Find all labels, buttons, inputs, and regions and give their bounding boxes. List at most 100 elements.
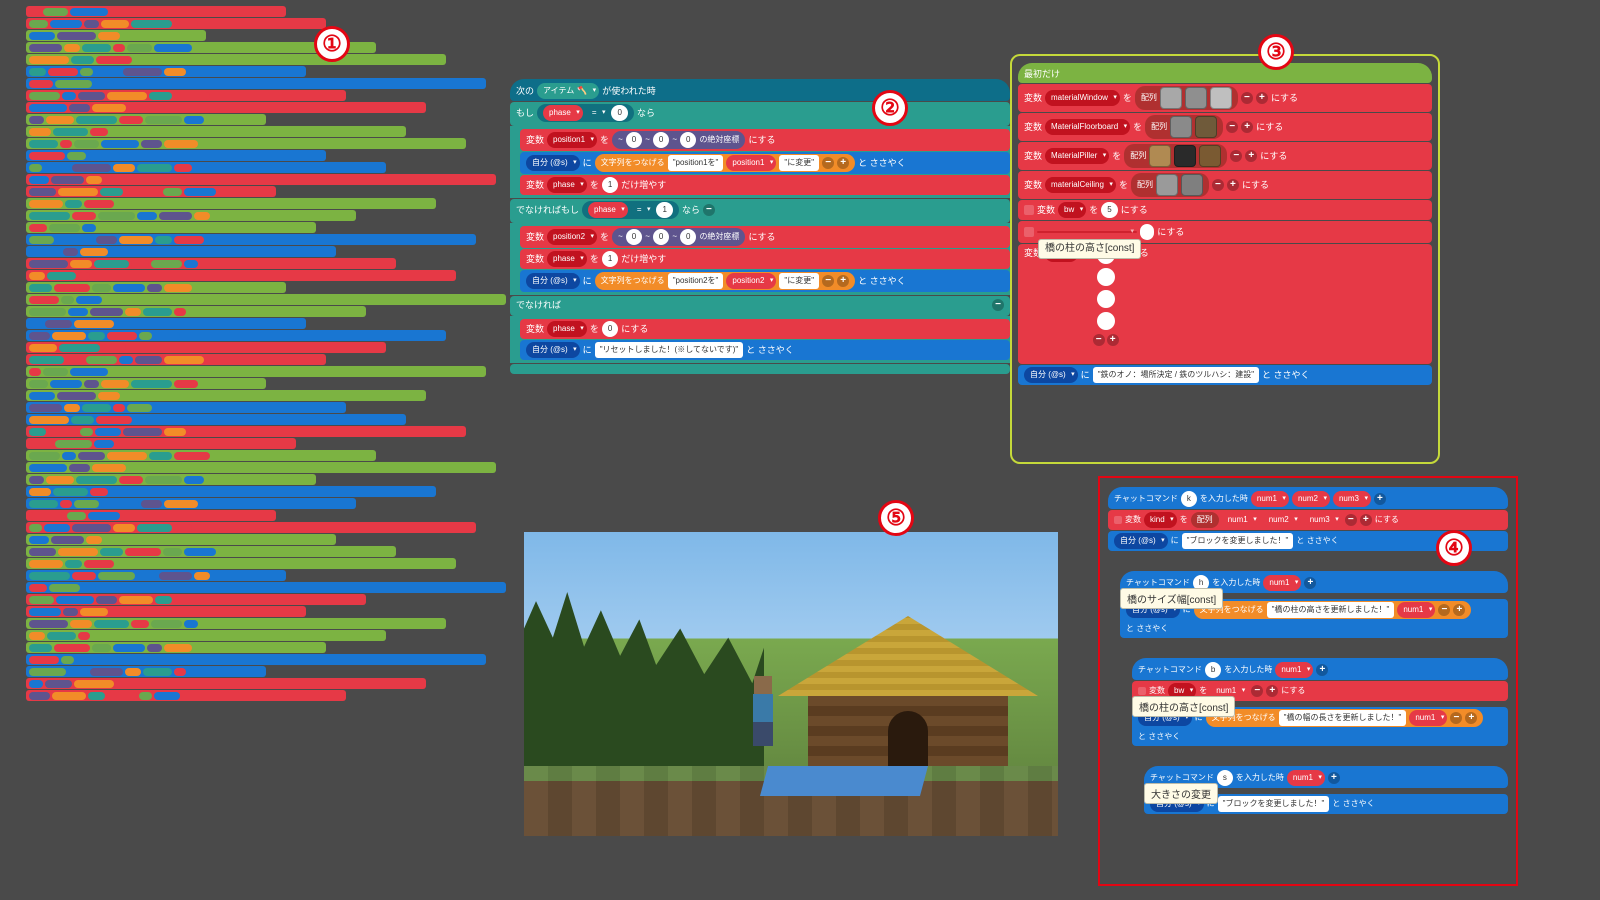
code-row[interactable] [26,498,356,509]
minus-icon[interactable]: − [1230,150,1242,162]
code-row[interactable] [26,426,466,437]
code-row[interactable] [26,594,366,605]
code-row[interactable] [26,162,386,173]
set-MaterialPiller[interactable]: 変数MaterialPillerを配列 −+にする [1018,142,1432,170]
comment-icon[interactable] [1024,205,1034,215]
code-row[interactable] [26,294,506,305]
code-row[interactable] [26,282,286,293]
code-row[interactable] [26,450,376,461]
panel2-code-stack[interactable]: 次の アイテム 🪓 が使われた時 もし phase = 0 なら 変数 posi… [510,78,1010,375]
code-row[interactable] [26,630,386,641]
code-row[interactable] [26,414,406,425]
minus-icon[interactable]: − [992,299,1004,311]
block-swatch[interactable] [1195,116,1217,138]
code-row[interactable] [26,78,486,89]
minus-icon[interactable]: − [1226,121,1238,133]
var-dropdown[interactable]: materialWindow [1045,90,1120,106]
var-dropdown[interactable]: MaterialPiller [1045,148,1109,164]
plus-icon[interactable]: + [1241,121,1253,133]
plus-icon[interactable]: + [1328,772,1340,784]
code-row[interactable] [26,150,326,161]
code-row[interactable] [26,486,436,497]
code-row[interactable] [26,474,316,485]
var-phase[interactable]: phase [543,105,583,121]
event-hat-item-used[interactable]: 次の アイテム 🪓 が使われた時 [510,79,1010,101]
code-row[interactable] [26,618,446,629]
code-row[interactable] [26,198,436,209]
whisper-instructions[interactable]: 自分 (@s) に "鉄のオノ：場所決定 / 鉄のツルハシ：建設" と ささやく [1018,365,1432,385]
code-row[interactable] [26,174,496,185]
block-swatch[interactable] [1160,87,1182,109]
on-start-hat[interactable]: 最初だけ [1018,63,1432,83]
minus-icon[interactable]: − [1212,179,1224,191]
chat-command-hat[interactable]: チャットコマンド k を入力した時 num1 num2 num3 + [1108,487,1508,509]
string-concat[interactable]: 文字列をつなげる "position1を" position1 "に変更" − … [595,154,855,172]
var-dropdown[interactable]: MaterialFloorboard [1045,119,1130,135]
set-position2[interactable]: 変数 position2 を ~0 ~0 ~0 の絶対座標 にする [520,226,1010,248]
code-row[interactable] [26,402,346,413]
code-row[interactable] [26,210,356,221]
minus-icon[interactable]: − [1241,92,1253,104]
code-row[interactable] [26,246,336,257]
condition[interactable]: phase = 0 [537,104,634,122]
code-row[interactable] [26,690,346,701]
code-row[interactable] [26,390,426,401]
plus-icon[interactable]: + [1256,92,1268,104]
code-row[interactable] [26,342,386,353]
minus-icon[interactable]: − [1093,334,1105,346]
code-row[interactable] [26,138,466,149]
block-swatch[interactable] [1185,87,1207,109]
code-row[interactable] [26,642,326,653]
code-row[interactable] [26,582,506,593]
code-row[interactable] [26,666,266,677]
code-row[interactable] [26,366,486,377]
whisper-reset[interactable]: 自分 (@s) に "リセットしました！(※してないです)" と ささやく [520,340,1010,360]
code-row[interactable] [26,534,336,545]
code-row[interactable] [26,18,326,29]
block-swatch[interactable] [1199,145,1221,167]
chat-command-hat[interactable]: チャットコマンド b を入力した時 num1 + [1132,658,1508,680]
code-row[interactable] [26,54,446,65]
set-bw[interactable]: 変数 bw を 5 にする [1018,200,1432,220]
code-row[interactable] [26,678,426,689]
code-row[interactable] [26,546,396,557]
array-literal[interactable]: 配列 [1131,173,1209,197]
code-row[interactable] [26,90,346,101]
if-block[interactable]: もし phase = 0 なら [510,102,1010,126]
panel3-code-stack[interactable]: 最初だけ 変数materialWindowを配列 −+にする変数Material… [1018,62,1432,386]
var-dropdown[interactable]: materialCeiling [1045,177,1116,193]
code-row[interactable] [26,126,406,137]
code-row[interactable] [26,270,456,281]
code-row[interactable] [26,606,306,617]
code-row[interactable] [26,102,426,113]
plus-icon[interactable]: + [1245,150,1257,162]
whisper-block-2[interactable]: 自分 (@s) に 文字列をつなげる "position2を" position… [520,270,1010,292]
code-row[interactable] [26,462,496,473]
array-literal[interactable]: 配列 [1135,86,1238,110]
block-swatch[interactable] [1181,174,1203,196]
plus-icon[interactable]: + [1227,179,1239,191]
plus-icon[interactable]: + [837,157,849,169]
increment-phase-2[interactable]: 変数 phase を 1 だけ増やす [520,249,1010,269]
whisper-block[interactable]: 自分 (@s) に 文字列をつなげる "position1を" position… [520,152,1010,174]
set-materialCeiling[interactable]: 変数materialCeilingを配列 −+にする [1018,171,1432,199]
comment-icon[interactable] [1114,516,1122,524]
item-dropdown[interactable]: アイテム 🪓 [537,83,599,99]
set-MaterialFloorboard[interactable]: 変数MaterialFloorboardを配列 −+にする [1018,113,1432,141]
code-row[interactable] [26,510,276,521]
minus-icon[interactable]: − [822,275,834,287]
code-row[interactable] [26,222,316,233]
code-row[interactable] [26,354,326,365]
plus-icon[interactable]: + [1107,334,1119,346]
block-swatch[interactable] [1170,116,1192,138]
code-row[interactable] [26,6,286,17]
else-block[interactable]: でなければ − [510,296,1010,316]
minus-icon[interactable]: − [703,204,715,216]
code-row[interactable] [26,258,396,269]
code-row[interactable] [26,234,476,245]
code-row[interactable] [26,522,476,533]
comment-icon[interactable] [1024,227,1034,237]
code-row[interactable] [26,30,206,41]
code-row[interactable] [26,378,266,389]
set-kind[interactable]: 変数 kind を − + にする [1018,244,1432,364]
